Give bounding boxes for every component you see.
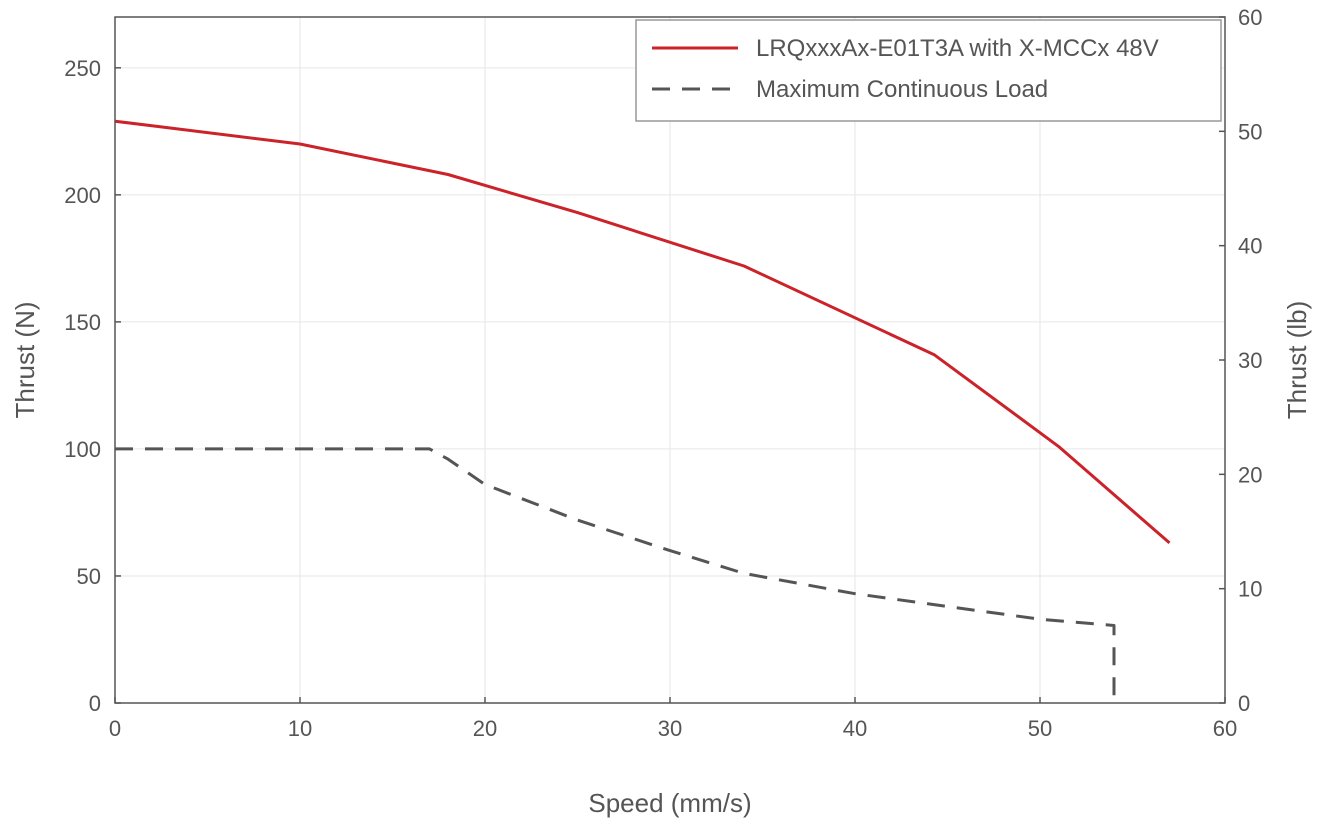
- y-right-tick-label: 60: [1238, 5, 1262, 30]
- y-right-tick-label: 10: [1238, 577, 1262, 602]
- legend: LRQxxxAx-E01T3A with X-MCCx 48V Maximum …: [635, 19, 1222, 122]
- y-left-tick-labels: 0 50 100 150 200 250: [64, 56, 121, 716]
- x-tick-label: 30: [658, 716, 682, 741]
- y-right-tick-label: 50: [1238, 119, 1262, 144]
- y-left-tick-label: 200: [64, 183, 101, 208]
- x-tick-label: 40: [843, 716, 867, 741]
- y-right-tick-label: 40: [1238, 234, 1262, 259]
- legend-label-series-2: Maximum Continuous Load: [756, 76, 1048, 103]
- x-tick-label: 60: [1213, 716, 1237, 741]
- y-left-tick-label: 50: [77, 564, 101, 589]
- y-left-tick-label: 100: [64, 437, 101, 462]
- x-tick-label: 10: [288, 716, 312, 741]
- series-lines: [114, 119, 1171, 703]
- x-tick-label: 20: [473, 716, 497, 741]
- y-left-tick-label: 0: [89, 691, 101, 716]
- x-tick-label: 50: [1028, 716, 1052, 741]
- y-left-tick-label: 150: [64, 310, 101, 335]
- y-left-tick-label: 250: [64, 56, 101, 81]
- y-right-tick-labels: 0 10 20 30 40 50 60: [1219, 5, 1262, 716]
- y-right-tick-label: 30: [1238, 348, 1262, 373]
- series-line-2: [115, 447, 1116, 703]
- x-tick-label: 0: [109, 716, 121, 741]
- legend-label-series-1: LRQxxxAx-E01T3A with X-MCCx 48V: [756, 35, 1159, 62]
- legend-box: [635, 19, 1222, 122]
- y-right-tick-label: 20: [1238, 462, 1262, 487]
- x-tick-labels: 0 10 20 30 40 50 60: [109, 697, 1237, 741]
- x-axis-label: Speed (mm/s): [588, 788, 751, 818]
- series-line-1: [114, 119, 1171, 545]
- y-left-axis-label: Thrust (N): [10, 302, 40, 419]
- y-right-axis-label: Thrust (lb): [1282, 301, 1312, 419]
- y-right-tick-label: 0: [1238, 691, 1250, 716]
